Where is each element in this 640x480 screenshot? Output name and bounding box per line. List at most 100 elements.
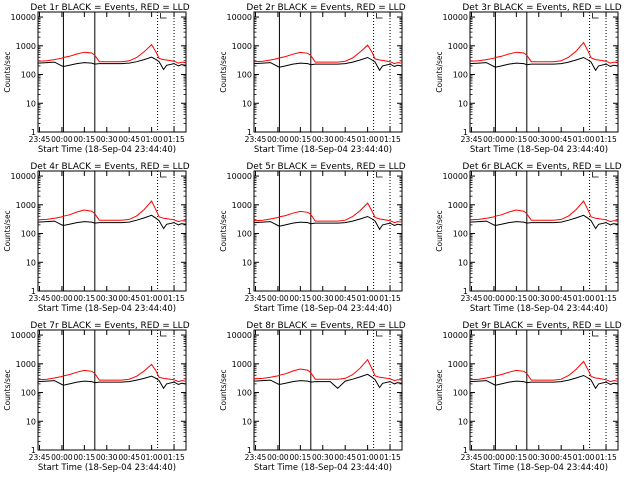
plot-frame	[37, 170, 187, 292]
x-tick-label: 00:45	[334, 135, 356, 144]
panel-det-9: Det 9r BLACK = Events, RED = LLD 1 10 100 10…	[435, 321, 622, 473]
x-tick-label: 00:15	[506, 453, 528, 462]
x-tick-label: 00:45	[550, 135, 572, 144]
series-line-events	[253, 373, 403, 389]
x-tick-label: 00:30	[96, 294, 118, 303]
panel-title: Det 1r BLACK = Events, RED = LLD	[30, 3, 189, 13]
x-tick-label: 00:30	[312, 453, 334, 462]
x-tick-label: 00:00	[483, 135, 505, 144]
series-line-events	[469, 56, 619, 72]
y-tick-label: 1000	[16, 42, 36, 51]
y-axis-label: Counts/sec	[3, 369, 12, 410]
x-tick-label: 00:45	[550, 453, 572, 462]
y-tick-label: 1000	[448, 201, 468, 210]
x-tick-label: 00:30	[96, 453, 118, 462]
y-tick-label: 1	[463, 128, 468, 137]
series-line-lld	[469, 200, 619, 223]
x-tick-label: 00:45	[334, 294, 356, 303]
corner-bracket-mark	[376, 13, 383, 19]
y-tick-label: 100	[21, 389, 36, 398]
y-axis-label: Counts/sec	[435, 51, 444, 92]
plot-frame	[469, 329, 619, 451]
y-tick-label: 10	[242, 99, 252, 108]
y-tick-label: 1000	[448, 42, 468, 51]
y-axis-label: Counts/sec	[435, 369, 444, 410]
x-tick-label: 01:00	[357, 294, 379, 303]
panel-det-4: Det 4r BLACK = Events, RED = LLD 1 10 100 10…	[3, 162, 190, 314]
y-axis-label: Counts/sec	[435, 210, 444, 251]
series-line-lld	[37, 200, 187, 223]
x-axis-label: Start Time (18-Sep-04 23:44:40)	[38, 463, 176, 473]
series-line-lld	[253, 358, 403, 382]
y-tick-label: 1000	[232, 42, 252, 51]
x-tick-label: 00:15	[290, 135, 312, 144]
x-tick-label: 23:45	[461, 294, 483, 303]
y-tick-label: 10000	[443, 172, 468, 181]
panel-title: Det 6r BLACK = Events, RED = LLD	[462, 162, 621, 172]
corner-bracket-mark	[160, 172, 167, 178]
x-axis-label: Start Time (18-Sep-04 23:44:40)	[470, 463, 608, 473]
y-tick-label: 1	[247, 128, 252, 137]
corner-bracket-mark	[592, 331, 599, 337]
x-tick-label: 01:15	[595, 135, 617, 144]
y-tick-label: 10	[26, 417, 36, 426]
y-tick-label: 100	[453, 71, 468, 80]
y-tick-label: 10	[242, 417, 252, 426]
x-axis-label: Start Time (18-Sep-04 23:44:40)	[254, 304, 392, 314]
series-line-lld	[469, 360, 619, 383]
series-line-lld	[469, 41, 619, 64]
x-tick-label: 23:45	[245, 453, 267, 462]
x-tick-label: 01:15	[595, 294, 617, 303]
corner-bracket-mark	[376, 331, 383, 337]
y-tick-label: 1	[31, 287, 36, 296]
y-tick-label: 10000	[227, 331, 252, 340]
y-tick-label: 1000	[16, 201, 36, 210]
series-line-lld	[253, 44, 403, 65]
plot-frame	[37, 11, 187, 133]
x-tick-label: 23:45	[29, 294, 51, 303]
y-tick-label: 10000	[11, 172, 36, 181]
x-tick-label: 01:15	[163, 453, 185, 462]
x-tick-label: 23:45	[29, 135, 51, 144]
y-tick-label: 1	[247, 287, 252, 296]
x-tick-label: 00:15	[74, 135, 96, 144]
x-tick-label: 00:30	[528, 453, 550, 462]
panel-title: Det 8r BLACK = Events, RED = LLD	[246, 321, 405, 331]
series-line-events	[253, 56, 403, 72]
series-line-lld	[37, 363, 187, 383]
x-tick-label: 23:45	[245, 294, 267, 303]
plot-frame	[37, 329, 187, 451]
panel-title: Det 7r BLACK = Events, RED = LLD	[30, 321, 189, 331]
x-tick-label: 00:45	[550, 294, 572, 303]
x-axis-label: Start Time (18-Sep-04 23:44:40)	[38, 145, 176, 155]
y-tick-label: 100	[21, 230, 36, 239]
panel-title: Det 5r BLACK = Events, RED = LLD	[246, 162, 405, 172]
x-tick-label: 01:00	[357, 453, 379, 462]
x-tick-label: 00:00	[267, 135, 289, 144]
y-tick-label: 10000	[11, 13, 36, 22]
series-line-lld	[37, 43, 187, 64]
x-tick-label: 00:00	[51, 294, 73, 303]
series-line-events	[469, 374, 619, 390]
x-tick-label: 01:15	[595, 453, 617, 462]
x-tick-label: 00:00	[51, 453, 73, 462]
x-tick-label: 00:00	[483, 294, 505, 303]
x-tick-label: 00:00	[483, 453, 505, 462]
x-axis-label: Start Time (18-Sep-04 23:44:40)	[470, 304, 608, 314]
corner-bracket-mark	[376, 172, 383, 178]
x-tick-label: 01:15	[379, 453, 401, 462]
x-tick-label: 01:15	[163, 135, 185, 144]
y-axis-label: Counts/sec	[3, 51, 12, 92]
y-tick-label: 100	[237, 71, 252, 80]
panel-det-6: Det 6r BLACK = Events, RED = LLD 1 10 100 10…	[435, 162, 622, 314]
x-tick-label: 00:00	[51, 135, 73, 144]
x-tick-label: 23:45	[29, 453, 51, 462]
x-axis-label: Start Time (18-Sep-04 23:44:40)	[254, 145, 392, 155]
panel-det-3: Det 3r BLACK = Events, RED = LLD 1 10 100 10…	[435, 3, 622, 155]
panel-det-7: Det 7r BLACK = Events, RED = LLD 1 10 100 10…	[3, 321, 190, 473]
panel-title: Det 4r BLACK = Events, RED = LLD	[30, 162, 189, 172]
x-tick-label: 00:15	[290, 453, 312, 462]
x-tick-label: 00:15	[74, 294, 96, 303]
x-tick-label: 00:30	[528, 135, 550, 144]
y-axis-label: Counts/sec	[219, 210, 228, 251]
